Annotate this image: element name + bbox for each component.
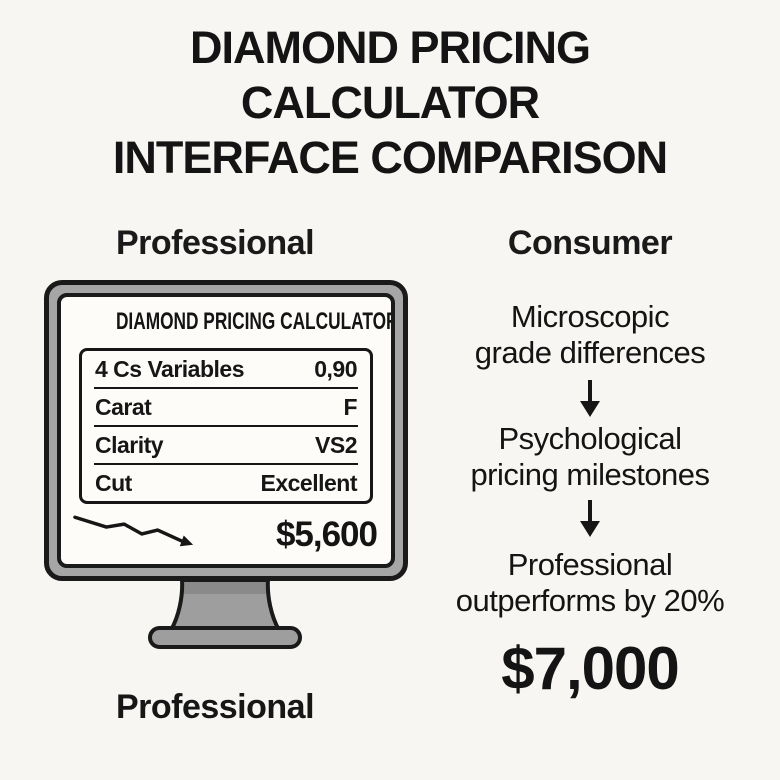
table-row-value: Excellent xyxy=(260,469,358,496)
page-title-line-1: DIAMOND PRICING xyxy=(190,22,591,73)
calculator-screen-title: DIAMOND PRICING CALCULATOR xyxy=(61,308,391,336)
monitor-stand xyxy=(140,578,310,657)
flow-step-line-2: outperforms by 20% xyxy=(455,583,725,618)
diamond-spec-table: 4 Cs Variables 0,90 Carat F Clarity VS2 … xyxy=(79,348,373,504)
table-row-value: 0,90 xyxy=(314,355,357,382)
flow-step-line-2: grade differences xyxy=(474,335,706,370)
table-row: Carat F xyxy=(82,389,370,425)
professional-price: $5,600 xyxy=(275,514,378,554)
table-row-label: 4 Cs Variables xyxy=(95,355,245,382)
calculator-screen-title-text: DIAMOND PRICING CALCULATOR xyxy=(115,308,395,335)
page-title-line-2: CALCULATOR xyxy=(240,77,540,128)
down-arrow-icon xyxy=(420,499,760,542)
row-divider xyxy=(94,387,358,389)
consumer-column-header: Consumer xyxy=(507,224,673,262)
table-row-value: VS2 xyxy=(315,431,357,458)
down-arrow-icon xyxy=(420,379,760,422)
flow-step-line-1: Psychological xyxy=(498,421,682,456)
flow-step-line-2: pricing milestones xyxy=(470,457,710,492)
flow-step-line-1: Professional xyxy=(507,547,673,582)
page-title: DIAMOND PRICING CALCULATOR INTERFACE COM… xyxy=(0,20,780,185)
professional-caption: Professional xyxy=(115,688,315,726)
row-divider xyxy=(94,463,358,465)
page-title-line-3: INTERFACE COMPARISON xyxy=(112,132,668,183)
screen-footer: $5,600 xyxy=(61,504,391,557)
professional-column-header: Professional xyxy=(115,224,315,262)
table-row-value: F xyxy=(343,393,357,420)
flow-step-professional-outperforms: Professional outperforms by 20% xyxy=(420,547,760,619)
consumer-price: $7,000 xyxy=(501,635,680,702)
table-row: Clarity VS2 xyxy=(82,427,370,463)
table-row: 4 Cs Variables 0,90 xyxy=(82,351,370,387)
table-row-label: Carat xyxy=(95,393,152,420)
monitor-illustration: DIAMOND PRICING CALCULATOR 4 Cs Variable… xyxy=(44,280,408,581)
table-row-label: Clarity xyxy=(95,431,164,458)
row-divider xyxy=(94,425,358,427)
flow-step-line-1: Microscopic xyxy=(510,299,670,334)
monitor-screen: DIAMOND PRICING CALCULATOR 4 Cs Variable… xyxy=(57,293,395,568)
flow-step-pricing-milestones: Psychological pricing milestones xyxy=(420,421,760,493)
downtrend-zigzag-arrow-icon xyxy=(71,512,199,557)
table-row-label: Cut xyxy=(95,469,132,496)
table-row: Cut Excellent xyxy=(82,465,370,501)
flow-step-grade-differences: Microscopic grade differences xyxy=(420,299,760,371)
